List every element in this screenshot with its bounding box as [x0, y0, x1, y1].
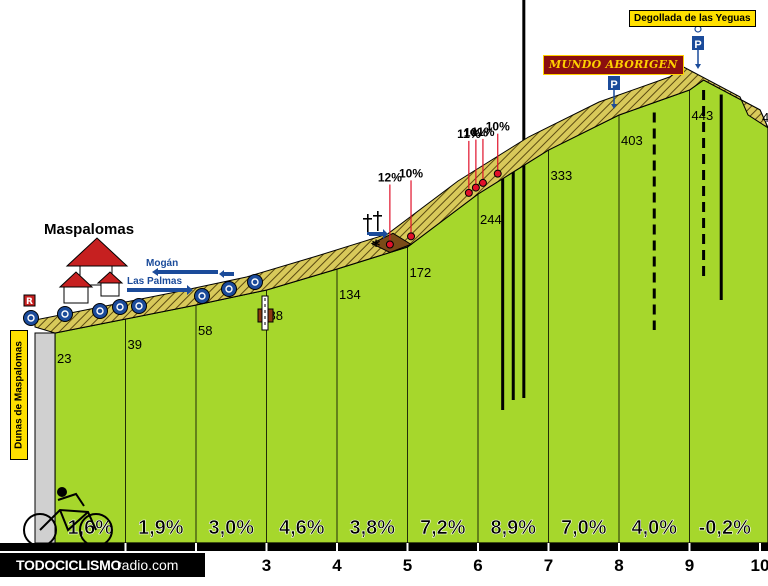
- road-signs: PP: [23, 25, 704, 326]
- parking-arrow: [695, 64, 701, 69]
- altitude-label: 58: [198, 323, 212, 338]
- ramp-label: 10%: [486, 120, 510, 134]
- gradient-label: 1,9%: [138, 517, 184, 539]
- parking-label: P: [694, 39, 701, 51]
- roundabout-ring: [96, 307, 104, 315]
- roundabout-ring: [27, 314, 35, 322]
- axis-bar: [0, 543, 768, 551]
- axis-tick-label: 4: [332, 556, 342, 575]
- dashed-markers: [501, 0, 723, 410]
- cyclist-logo-icon: [23, 487, 113, 547]
- roundabout-ring: [251, 278, 259, 286]
- axis-tick-label: 10: [751, 556, 768, 575]
- ramp-label: 12%: [378, 171, 402, 185]
- axis-tick: [547, 543, 550, 551]
- start-label: Dunas de Maspalomas: [10, 330, 28, 460]
- roundabout-icon: [57, 306, 73, 322]
- altitude-label: 134: [339, 287, 361, 302]
- roundabout-icon: [23, 310, 39, 326]
- axis-tick: [195, 543, 197, 551]
- gradient-label: 7,2%: [420, 517, 466, 539]
- road-band: [34, 66, 768, 334]
- roundabout-icon: [92, 303, 108, 319]
- ramp-dot: [471, 183, 480, 192]
- start-wall: [34, 332, 56, 544]
- axis-tick-label: 9: [685, 556, 694, 575]
- gradient-label: 8,9%: [490, 517, 536, 539]
- ramp-dot: [407, 232, 416, 241]
- roundabout-ring: [135, 302, 143, 310]
- axis-tick: [759, 543, 761, 551]
- brand-suffix: radio.com: [117, 557, 179, 573]
- parking-sign-summit: [692, 36, 704, 50]
- altitude-label: 39: [128, 337, 142, 352]
- altitude-label: 172: [410, 265, 432, 280]
- roundabout-icon: [131, 298, 147, 314]
- axis-tick-label: 3: [262, 556, 271, 575]
- parking-arrow: [611, 104, 617, 109]
- altitude-label: 403: [621, 133, 643, 148]
- axis-tick-label: 7: [544, 556, 553, 575]
- town-label: Maspalomas: [44, 221, 135, 238]
- ramp-label: 11%: [457, 127, 481, 141]
- altitude-label: 244: [480, 212, 502, 227]
- axis-tick-label: 5: [403, 556, 412, 575]
- ramp-dot: [385, 240, 394, 249]
- svg-text:R: R: [26, 297, 33, 307]
- direction-mogan: Mogán: [146, 258, 179, 269]
- roundabout-ring: [198, 292, 206, 300]
- direction-arrows: [127, 229, 388, 295]
- axis-tick: [406, 543, 409, 551]
- roundabout-icon: [247, 274, 263, 290]
- axis-tick: [336, 543, 338, 551]
- brand-logo: TODOCICLISMO radio.com: [0, 555, 200, 575]
- axis-tick-label: 8: [614, 556, 623, 575]
- ramp-dot: [493, 169, 502, 178]
- axis-tick-label: 6: [473, 556, 482, 575]
- parking-sign-mundo: [608, 76, 620, 90]
- roundabout-icon: [221, 281, 237, 297]
- ramp-label: 10%: [464, 126, 488, 140]
- gradient-label: 4,6%: [279, 517, 325, 539]
- gradient-label: 4,0%: [631, 517, 677, 539]
- ramp-dot: [464, 188, 473, 197]
- altitude-label: 44: [762, 110, 768, 125]
- roundabout-ring: [116, 303, 124, 311]
- axis-tick: [688, 543, 691, 551]
- brand-name: TODOCICLISMO: [16, 557, 122, 573]
- altitude-labels: 2339588813417224433340344344: [57, 108, 768, 366]
- gradient-label: 7,0%: [561, 517, 607, 539]
- houses-icon: [58, 237, 129, 304]
- ramp-markers: 12%10%11%10%11%10%: [378, 120, 510, 249]
- ramp-label: 10%: [399, 166, 423, 180]
- axis-tick: [124, 543, 127, 551]
- gradient-labels: 1,6% 1,9% 3,0% 4,6% 3,8% 7,2% 8,9% 7,0% 4,0% -0,2…: [67, 517, 751, 540]
- gradient-label: -0,2%: [699, 517, 751, 539]
- parking-label: P: [610, 79, 617, 91]
- axis-tick: [618, 543, 620, 551]
- altitude-label: 23: [57, 351, 71, 366]
- gradient-label: 3,0%: [208, 517, 254, 539]
- axis-tick: [477, 543, 479, 551]
- start-sign-icon: R: [23, 294, 36, 307]
- km-gridlines: [125, 90, 690, 543]
- svg-text:*: *: [372, 236, 381, 255]
- roundabout-ring: [61, 310, 69, 318]
- brand-bar: [0, 553, 205, 577]
- gradient-label: 3,8%: [349, 517, 395, 539]
- roundabout-ring: [225, 285, 233, 293]
- poi-label: MUNDO ABORIGEN: [543, 55, 684, 75]
- roundabout-icon: [194, 288, 210, 304]
- altitude-label: 333: [551, 168, 573, 183]
- summit-label: Degollada de las Yeguas: [629, 10, 756, 27]
- roundabout-icon: [112, 299, 128, 315]
- axis-tick: [265, 543, 268, 551]
- ramp-label: 11%: [471, 125, 495, 139]
- altitude-label: 443: [692, 108, 714, 123]
- ramp-dot: [478, 178, 487, 187]
- bridge-icon: [257, 295, 274, 331]
- gradient-label: 1,6%: [67, 517, 113, 539]
- direction-las-palmas: Las Palmas: [127, 276, 183, 287]
